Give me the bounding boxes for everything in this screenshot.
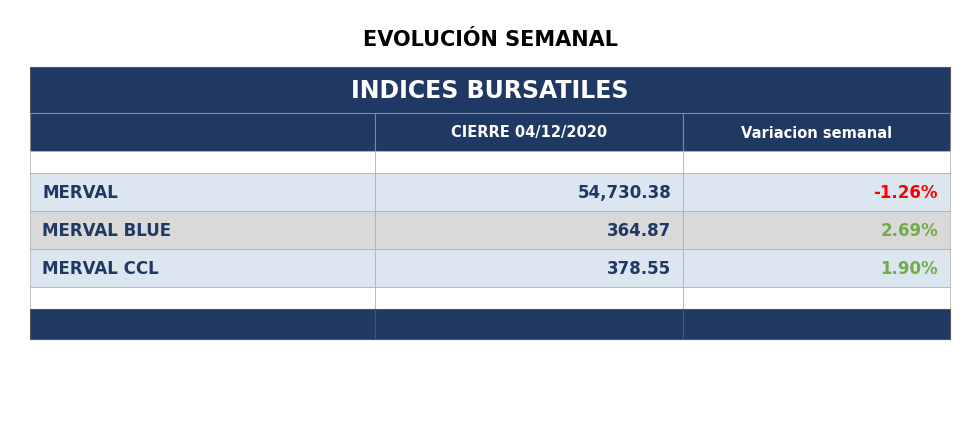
FancyBboxPatch shape <box>375 173 683 212</box>
FancyBboxPatch shape <box>375 212 683 249</box>
Text: 378.55: 378.55 <box>607 259 671 277</box>
FancyBboxPatch shape <box>30 212 375 249</box>
FancyBboxPatch shape <box>30 309 375 339</box>
FancyBboxPatch shape <box>375 287 683 309</box>
Text: Variacion semanal: Variacion semanal <box>741 125 892 140</box>
FancyBboxPatch shape <box>375 249 683 287</box>
FancyBboxPatch shape <box>30 68 950 114</box>
FancyBboxPatch shape <box>683 173 950 212</box>
Text: CIERRE 04/12/2020: CIERRE 04/12/2020 <box>451 125 608 140</box>
Text: 2.69%: 2.69% <box>880 222 938 240</box>
FancyBboxPatch shape <box>30 249 375 287</box>
FancyBboxPatch shape <box>375 152 683 173</box>
Text: 54,730.38: 54,730.38 <box>577 184 671 201</box>
FancyBboxPatch shape <box>30 114 375 152</box>
Text: 364.87: 364.87 <box>607 222 671 240</box>
FancyBboxPatch shape <box>683 309 950 339</box>
FancyBboxPatch shape <box>683 114 950 152</box>
Text: EVOLUCIÓN SEMANAL: EVOLUCIÓN SEMANAL <box>363 30 617 50</box>
FancyBboxPatch shape <box>683 249 950 287</box>
Text: MERVAL CCL: MERVAL CCL <box>42 259 159 277</box>
FancyBboxPatch shape <box>683 287 950 309</box>
FancyBboxPatch shape <box>683 212 950 249</box>
FancyBboxPatch shape <box>375 309 683 339</box>
FancyBboxPatch shape <box>30 287 375 309</box>
Text: INDICES BURSATILES: INDICES BURSATILES <box>351 79 629 103</box>
FancyBboxPatch shape <box>30 173 375 212</box>
Text: -1.26%: -1.26% <box>873 184 938 201</box>
Text: MERVAL: MERVAL <box>42 184 118 201</box>
FancyBboxPatch shape <box>30 152 375 173</box>
Text: MERVAL BLUE: MERVAL BLUE <box>42 222 172 240</box>
FancyBboxPatch shape <box>375 114 683 152</box>
FancyBboxPatch shape <box>683 152 950 173</box>
Text: 1.90%: 1.90% <box>880 259 938 277</box>
